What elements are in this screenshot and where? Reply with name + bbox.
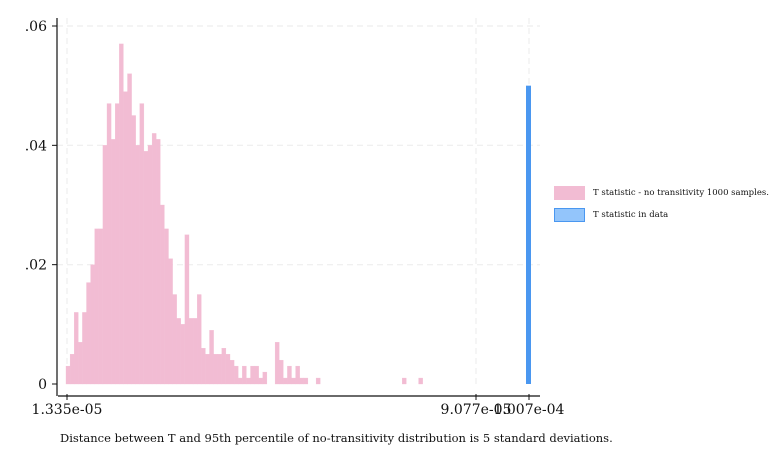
legend-label-simulated: T statistic - no transitivity 1000 sampl… <box>593 188 769 198</box>
histogram-bar <box>110 139 116 385</box>
histogram-bar <box>86 282 91 385</box>
histogram-bar <box>242 365 247 385</box>
histogram-bar <box>217 354 222 385</box>
histogram-bar <box>143 151 149 385</box>
histogram-bar <box>274 342 280 385</box>
histogram-bar <box>192 318 198 385</box>
legend-label-data: T statistic in data <box>593 210 669 220</box>
legend-swatch-data <box>554 208 585 222</box>
histogram-bar <box>229 359 235 385</box>
histogram-bar <box>160 204 165 385</box>
histogram-bar <box>262 371 268 385</box>
histogram-bar <box>418 377 423 385</box>
histogram-bar <box>291 377 296 385</box>
histogram-bar <box>250 365 255 385</box>
histogram-bar <box>254 365 259 385</box>
histogram-bar <box>209 330 214 385</box>
legend: T statistic - no transitivity 1000 sampl… <box>554 185 769 229</box>
histogram-bar <box>283 377 288 385</box>
histogram-bar <box>303 377 309 385</box>
histogram-bar <box>176 318 181 385</box>
histogram-bar <box>287 365 292 385</box>
histogram-bar <box>65 365 71 385</box>
y-tick-label: 0 <box>38 377 47 393</box>
histogram-bar <box>115 103 120 385</box>
histogram-bar <box>164 228 169 385</box>
histogram-bar <box>197 294 202 385</box>
histogram-bar <box>221 348 227 385</box>
histogram-bar <box>119 43 124 385</box>
histogram-bar <box>213 354 218 385</box>
histogram-bar <box>139 103 145 385</box>
histogram-bar <box>78 342 83 385</box>
histogram-bar <box>315 377 321 385</box>
histogram-bar <box>127 73 132 385</box>
histogram-bar <box>402 377 407 385</box>
x-tick-label: 1.007e-04 <box>494 402 565 418</box>
histogram-bar <box>82 312 87 385</box>
y-tick-label: .02 <box>25 258 47 274</box>
histogram-bar <box>168 258 173 385</box>
y-tick-label: .04 <box>25 138 47 154</box>
x-tick-label: 1.335e-05 <box>32 402 103 418</box>
y-tick-label: .06 <box>25 19 47 35</box>
histogram-bar <box>156 139 161 385</box>
histogram-bar <box>246 377 251 385</box>
histogram-bar <box>180 324 186 385</box>
histogram-bar <box>98 228 104 385</box>
histogram-bar <box>299 377 304 385</box>
legend-swatch-simulated <box>554 186 585 200</box>
histogram-bar <box>233 365 239 385</box>
histogram-bar <box>135 145 140 385</box>
legend-item-data: T statistic in data <box>554 207 769 223</box>
histogram-bar <box>106 103 112 385</box>
histogram-bar <box>225 354 231 385</box>
histogram-bar <box>94 228 99 385</box>
histogram-bar <box>295 365 300 385</box>
histogram-bar <box>279 359 284 385</box>
histogram-bar <box>123 91 128 385</box>
histogram-bar <box>188 318 194 385</box>
histogram-bar <box>102 145 108 385</box>
histogram-bar <box>205 354 210 385</box>
x-tick-label: 9.077e-05 <box>441 402 512 418</box>
histogram-bar <box>184 234 190 385</box>
histogram-bar <box>69 354 75 385</box>
legend-item-simulated: T statistic - no transitivity 1000 sampl… <box>554 185 769 201</box>
histogram-bar <box>131 115 136 385</box>
histogram-bar <box>258 377 263 385</box>
histogram-bar <box>90 264 95 385</box>
histogram-bar <box>74 312 79 385</box>
histogram-bar <box>201 348 206 385</box>
histogram-bar <box>172 294 177 385</box>
histogram-bar <box>151 133 157 385</box>
histogram-bar <box>147 145 153 385</box>
data-statistic-bar <box>526 85 531 385</box>
footnote: Distance between T and 95th percentile o… <box>60 431 613 445</box>
histogram-bar <box>238 377 243 385</box>
